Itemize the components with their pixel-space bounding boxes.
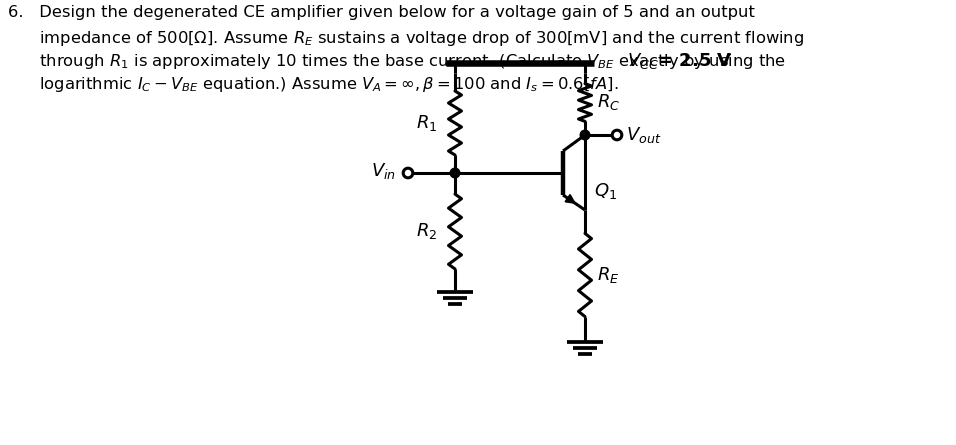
Text: 6.   Design the degenerated CE amplifier given below for a voltage gain of 5 and: 6. Design the degenerated CE amplifier g… — [8, 5, 755, 20]
Text: $R_E$: $R_E$ — [597, 265, 619, 285]
Text: logarithmic $I_C - V_{BE}$ equation.) Assume $V_A = \infty, \beta = 100$ and $I_: logarithmic $I_C - V_{BE}$ equation.) As… — [8, 76, 619, 94]
Text: through $R_1$ is approximately 10 times the base current. (Calculate $V_{BE}$ ex: through $R_1$ is approximately 10 times … — [8, 52, 786, 71]
Text: $R_C$: $R_C$ — [597, 93, 620, 113]
Text: impedance of 500[$\Omega$]. Assume $R_E$ sustains a voltage drop of 300[mV] and : impedance of 500[$\Omega$]. Assume $R_E$… — [8, 28, 804, 48]
Text: $R_2$: $R_2$ — [416, 222, 437, 242]
Text: $R_1$: $R_1$ — [416, 113, 437, 133]
Circle shape — [580, 130, 590, 140]
Circle shape — [403, 168, 413, 178]
Circle shape — [450, 168, 460, 178]
Text: $Q_1$: $Q_1$ — [594, 181, 617, 201]
Text: $V_{CC}$= 2.5 V: $V_{CC}$= 2.5 V — [627, 51, 732, 71]
Text: $V_{in}$: $V_{in}$ — [371, 161, 396, 181]
Circle shape — [612, 130, 621, 140]
Text: $V_{out}$: $V_{out}$ — [626, 125, 662, 145]
